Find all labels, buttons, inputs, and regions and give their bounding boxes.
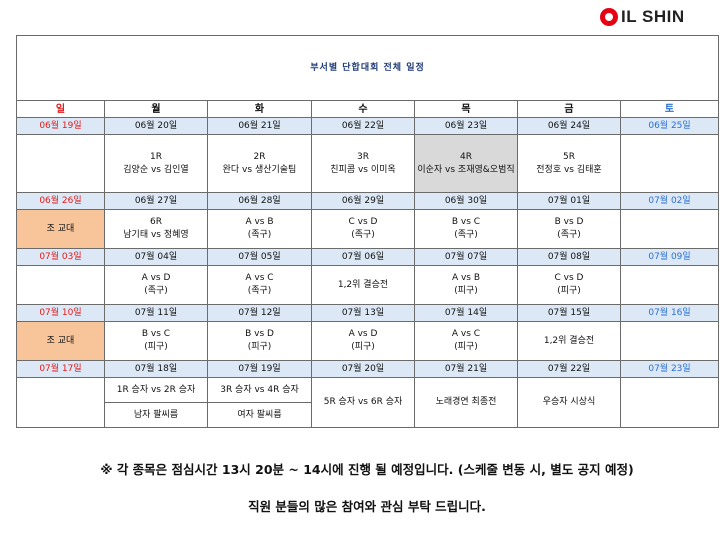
event-cell: 1R 김양순 vs 김인열 [104, 134, 208, 193]
date-cell: 07월 01일 [517, 192, 621, 210]
event-cell: A vs C (피구) [414, 321, 518, 361]
event-cell: 6R 남기태 vs 정혜영 [104, 209, 208, 249]
event-cell: 여자 팔씨름 [207, 402, 312, 428]
date-cell: 07월 12일 [207, 304, 312, 322]
event-cell: B vs C (족구) [414, 209, 518, 249]
date-cell: 07월 09일 [619, 248, 720, 266]
event-cell: 우승자 시상식 [517, 377, 621, 428]
event-cell [619, 265, 720, 305]
date-cell: 06월 25일 [619, 117, 720, 135]
event-cell [16, 134, 105, 193]
event-cell: 노래경연 최종전 [414, 377, 518, 428]
date-cell: 07월 07일 [414, 248, 518, 266]
event-cell: B vs C (피구) [104, 321, 208, 361]
date-cell: 06월 29일 [311, 192, 415, 210]
date-cell: 06월 19일 [16, 117, 105, 135]
date-cell: 06월 21일 [207, 117, 312, 135]
date-cell: 07월 04일 [104, 248, 208, 266]
event-cell [16, 265, 105, 305]
schedule-title: 부서별 단합대회 전체 일정 [15, 35, 720, 101]
logo-text: IL SHIN [621, 7, 685, 26]
event-cell: A vs C (족구) [207, 265, 312, 305]
event-cell [619, 209, 720, 249]
event-cell [16, 377, 105, 428]
schedule-table: 부서별 단합대회 전체 일정 일 월 화 수 목 금 토 06월 19일 06월… [15, 35, 720, 428]
day-header-mon: 월 [104, 100, 208, 118]
event-cell: 3R 친피콤 vs 이미옥 [311, 134, 415, 193]
event-cell: A vs B (족구) [207, 209, 312, 249]
event-cell: 3R 승자 vs 4R 승자 [207, 377, 312, 403]
date-cell: 07월 02일 [619, 192, 720, 210]
date-cell: 06월 30일 [414, 192, 518, 210]
date-cell: 07월 03일 [16, 248, 105, 266]
date-cell: 06월 23일 [414, 117, 518, 135]
event-cell: A vs D (족구) [104, 265, 208, 305]
event-cell: 1R 승자 vs 2R 승자 [104, 377, 208, 403]
date-cell: 07월 22일 [517, 360, 621, 378]
event-cell-highlight: 4R 이순자 vs 조재영&오범직 [414, 134, 518, 193]
date-cell: 07월 15일 [517, 304, 621, 322]
date-cell: 06월 24일 [517, 117, 621, 135]
date-cell: 07월 17일 [16, 360, 105, 378]
logo-circle-icon [600, 8, 618, 26]
date-cell: 07월 23일 [619, 360, 720, 378]
event-cell: C vs D (피구) [517, 265, 621, 305]
event-cell [619, 377, 720, 428]
day-header-sun: 일 [16, 100, 105, 118]
date-cell: 06월 27일 [104, 192, 208, 210]
event-cell: C vs D (족구) [311, 209, 415, 249]
day-header-thu: 목 [414, 100, 518, 118]
event-cell: 5R 승자 vs 6R 승자 [311, 377, 415, 428]
participation-request: 직원 분들의 많은 참여와 관심 부탁 드립니다. [248, 499, 486, 514]
date-cell: 07월 19일 [207, 360, 312, 378]
event-cell: B vs D (피구) [207, 321, 312, 361]
day-header-sat: 토 [619, 100, 720, 118]
date-cell: 07월 05일 [207, 248, 312, 266]
schedule-note: ※ 각 종목은 점심시간 13시 20분 ~ 14시에 진행 될 예정입니다. … [100, 462, 634, 477]
date-cell: 07월 08일 [517, 248, 621, 266]
event-cell: A vs B (피구) [414, 265, 518, 305]
company-logo: IL SHIN [600, 6, 685, 28]
event-cell: 1,2위 결승전 [311, 265, 415, 305]
date-cell: 06월 20일 [104, 117, 208, 135]
date-cell: 07월 14일 [414, 304, 518, 322]
event-cell: A vs D (피구) [311, 321, 415, 361]
event-cell: 남자 팔씨름 [104, 402, 208, 428]
event-cell [619, 134, 720, 193]
date-cell: 07월 16일 [619, 304, 720, 322]
date-cell: 07월 18일 [104, 360, 208, 378]
event-cell: B vs D (족구) [517, 209, 621, 249]
shift-change-cell: 조 교대 [16, 209, 105, 249]
date-cell: 07월 13일 [311, 304, 415, 322]
date-cell: 07월 11일 [104, 304, 208, 322]
day-header-wed: 수 [311, 100, 415, 118]
date-cell: 06월 22일 [311, 117, 415, 135]
event-cell: 1,2위 결승전 [517, 321, 621, 361]
date-cell: 06월 28일 [207, 192, 312, 210]
date-cell: 07월 21일 [414, 360, 518, 378]
date-cell: 07월 10일 [16, 304, 105, 322]
shift-change-cell: 조 교대 [16, 321, 105, 361]
date-cell: 07월 20일 [311, 360, 415, 378]
date-cell: 07월 06일 [311, 248, 415, 266]
day-header-fri: 금 [517, 100, 621, 118]
date-cell: 06월 26일 [16, 192, 105, 210]
event-cell: 5R 전정호 vs 김태훈 [517, 134, 621, 193]
event-cell [619, 321, 720, 361]
event-cell: 2R 완다 vs 생산기술팀 [207, 134, 312, 193]
day-header-tue: 화 [207, 100, 312, 118]
